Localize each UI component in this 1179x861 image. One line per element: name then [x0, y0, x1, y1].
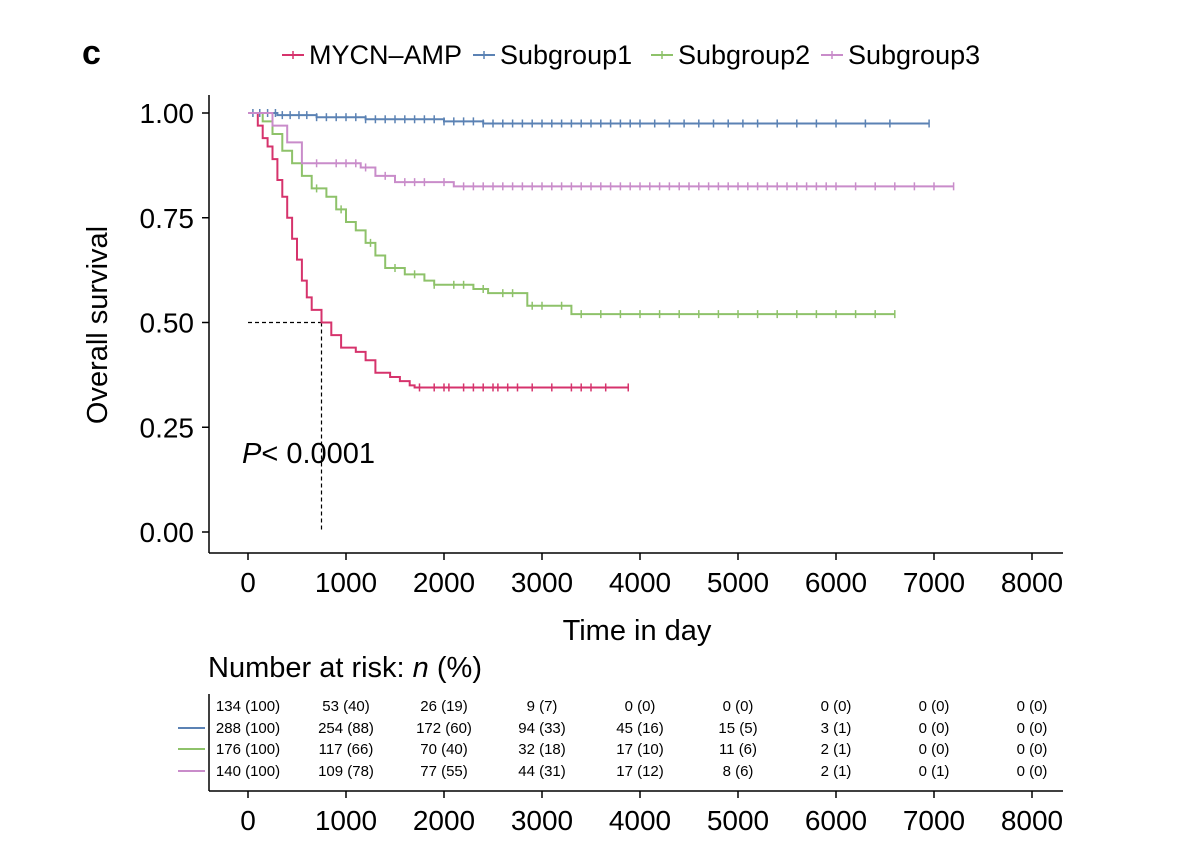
risk-x-tick-label: 7000 [903, 805, 965, 836]
x-tick-label: 7000 [903, 567, 965, 598]
risk-title-var: n [413, 652, 429, 684]
y-ticks: 0.00 0.25 0.50 0.75 1.00 [140, 98, 209, 548]
risk-cell: 17 (12) [616, 763, 664, 780]
risk-cell: 32 (18) [518, 741, 566, 758]
x-tick-label: 1000 [315, 567, 377, 598]
y-tick-label: 0.00 [140, 517, 195, 548]
legend-label: MYCN–AMP [309, 40, 462, 70]
curve-mycn-amp [248, 112, 629, 392]
risk-x-tick-label: 6000 [805, 805, 867, 836]
risk-x-tick-label: 4000 [609, 805, 671, 836]
risk-cell: 0 (0) [1017, 720, 1048, 737]
x-tick-label: 5000 [707, 567, 769, 598]
risk-cell: 0 (0) [919, 741, 950, 758]
risk-x-tick-label: 1000 [315, 805, 377, 836]
risk-cell: 0 (0) [919, 698, 950, 715]
km-plot: 0.00 0.25 0.50 0.75 1.00 0 1000 2000 3000 4000 50… [82, 95, 1063, 647]
y-axis-label: Overall survival [82, 226, 114, 424]
risk-cell: 94 (33) [518, 720, 566, 737]
survival-curves [248, 109, 955, 392]
legend-label: Subgroup3 [848, 40, 980, 70]
risk-table-rows: 134 (100) 53 (40) 26 (19) 9 (7) 0 (0) 0 (0) 0 … [178, 698, 1047, 780]
risk-cell: 17 (10) [616, 741, 664, 758]
risk-cell: 3 (1) [821, 720, 852, 737]
y-tick-label: 0.25 [140, 412, 195, 443]
risk-cell: 176 (100) [216, 741, 280, 758]
x-tick-label: 0 [240, 567, 256, 598]
risk-cell: 0 (0) [1017, 698, 1048, 715]
median-survival-lines [248, 321, 323, 532]
pvalue-text: P< 0.0001 [242, 438, 375, 470]
x-axis-label: Time in day [563, 615, 712, 647]
x-tick-label: 8000 [1001, 567, 1063, 598]
legend: MYCN–AMP Subgroup1 Subgroup2 Subgroup3 [282, 40, 980, 70]
y-tick-label: 0.50 [140, 308, 195, 339]
risk-cell: 45 (16) [616, 720, 664, 737]
risk-cell: 0 (0) [625, 698, 656, 715]
risk-table-x-ticks: 0 1000 2000 3000 4000 5000 6000 7000 8000 [240, 791, 1063, 836]
risk-cell: 0 (0) [723, 698, 754, 715]
risk-cell: 11 (6) [719, 741, 757, 758]
risk-x-tick-label: 2000 [413, 805, 475, 836]
risk-cell: 254 (88) [318, 720, 374, 737]
curve-subgroup2 [248, 112, 896, 319]
x-tick-label: 2000 [413, 567, 475, 598]
risk-x-tick-label: 8000 [1001, 805, 1063, 836]
risk-cell: 117 (66) [319, 741, 374, 758]
pvalue-prefix: P [242, 438, 262, 470]
risk-table: Number at risk: n (%) 134 (100) 53 (40) 26… [178, 652, 1063, 836]
risk-cell: 109 (78) [318, 763, 374, 780]
curve-subgroup3 [248, 112, 955, 191]
risk-cell: 0 (1) [919, 763, 950, 780]
survival-line [248, 112, 629, 389]
risk-cell: 44 (31) [518, 763, 566, 780]
x-ticks: 0 1000 2000 3000 4000 5000 6000 7000 8000 [240, 553, 1063, 598]
risk-cell: 8 (6) [723, 763, 754, 780]
risk-table-title: Number at risk: n (%) [208, 652, 482, 684]
curve-subgroup1 [248, 109, 930, 128]
risk-cell: 2 (1) [821, 763, 852, 780]
risk-cell: 2 (1) [821, 741, 852, 758]
risk-cell: 172 (60) [416, 720, 472, 737]
risk-cell: 140 (100) [216, 763, 280, 780]
risk-cell: 288 (100) [216, 720, 280, 737]
risk-cell: 0 (0) [1017, 741, 1048, 758]
legend-label: Subgroup2 [678, 40, 810, 70]
risk-x-tick-label: 5000 [707, 805, 769, 836]
x-tick-label: 3000 [511, 567, 573, 598]
risk-cell: 77 (55) [420, 763, 468, 780]
risk-cell: 26 (19) [420, 698, 468, 715]
risk-cell: 0 (0) [821, 698, 852, 715]
risk-cell: 9 (7) [527, 698, 558, 715]
risk-cell: 53 (40) [322, 698, 370, 715]
survival-line [248, 112, 895, 316]
risk-title-prefix: Number at risk: [208, 652, 413, 684]
pvalue-value: < 0.0001 [261, 438, 375, 470]
risk-cell: 70 (40) [420, 741, 468, 758]
risk-cell: 15 (5) [718, 720, 757, 737]
legend-label: Subgroup1 [500, 40, 632, 70]
survival-line [248, 112, 930, 125]
risk-x-tick-label: 3000 [511, 805, 573, 836]
y-tick-label: 1.00 [140, 98, 195, 129]
risk-cell: 134 (100) [216, 698, 280, 715]
risk-cell: 0 (0) [919, 720, 950, 737]
x-tick-label: 4000 [609, 567, 671, 598]
risk-cell: 0 (0) [1017, 763, 1048, 780]
risk-title-suffix: (%) [429, 652, 482, 684]
risk-x-tick-label: 0 [240, 805, 256, 836]
panel-label: c [82, 34, 101, 72]
y-tick-label: 0.75 [140, 203, 195, 234]
x-tick-label: 6000 [805, 567, 867, 598]
